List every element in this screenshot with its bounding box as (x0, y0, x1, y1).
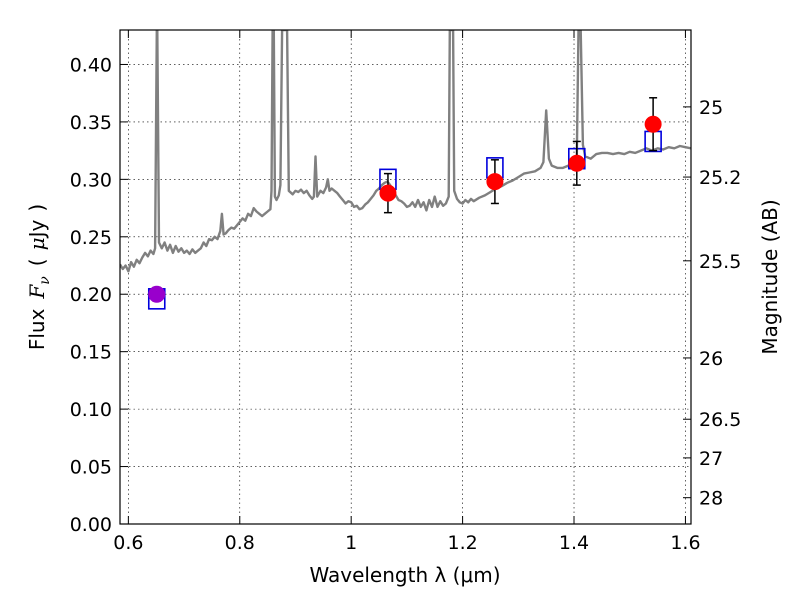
y2-tick-label: 25 (699, 97, 723, 119)
x-tick-label: 0.6 (113, 532, 143, 554)
plot-frame (119, 29, 692, 525)
observed-point (644, 115, 662, 133)
y-axis-title-close: ) (25, 204, 49, 212)
model-photometry-squares (147, 130, 662, 310)
x-tick-label: 1.2 (447, 532, 477, 554)
y-axis-title-prefix: Flux (25, 308, 49, 350)
axis-ticks (120, 30, 691, 525)
y-tick-label: 0.15 (70, 342, 112, 364)
y2-axis-title: Magnitude (AB) (758, 199, 782, 354)
x-tick-label: 0.8 (225, 532, 255, 554)
grid (120, 30, 691, 525)
y-axis-title-symbol: F (25, 284, 49, 300)
y-tick-label: 0.20 (70, 284, 112, 306)
y-tick-label: 0.25 (70, 227, 112, 249)
y-tick-label: 0.00 (70, 514, 112, 536)
observed-point (379, 184, 397, 202)
y-axis-title: Flux Fν ( μJy) (25, 204, 53, 350)
y-tick-label: 0.10 (70, 399, 112, 421)
y2-tick-label: 26 (699, 348, 723, 370)
x-tick-label: 1.4 (559, 532, 589, 554)
y-tick-label: 0.05 (70, 457, 112, 479)
observed-point (486, 173, 504, 191)
y2-tick-label: 26.5 (699, 409, 741, 431)
spectrum-line (120, 30, 691, 273)
y2-tick-label: 25.2 (699, 167, 741, 189)
y-axis-title-open: ( (25, 258, 49, 266)
svg-text:FluxFν(μJy): Flux Fν ( μJy) (25, 204, 53, 350)
y-tick-label: 0.30 (70, 169, 112, 191)
observed-photometry-points (148, 97, 662, 303)
x-tick-label: 1.6 (670, 532, 700, 554)
y2-tick-label: 27 (699, 448, 723, 470)
x-axis-title: Wavelength λ (μm) (309, 563, 500, 587)
y-tick-label: 0.35 (70, 112, 112, 134)
y-tick-label: 0.40 (70, 54, 112, 76)
y-axis-title-unit: Jy (25, 219, 49, 239)
observed-point (568, 154, 586, 172)
observed-point (148, 285, 166, 303)
y2-tick-label: 25.5 (699, 251, 741, 273)
y-axis-title-mu: μ (25, 237, 49, 250)
y2-tick-label: 28 (699, 488, 723, 510)
x-tick-label: 1 (345, 532, 357, 554)
y-axis-title-subscript: ν (37, 276, 53, 285)
